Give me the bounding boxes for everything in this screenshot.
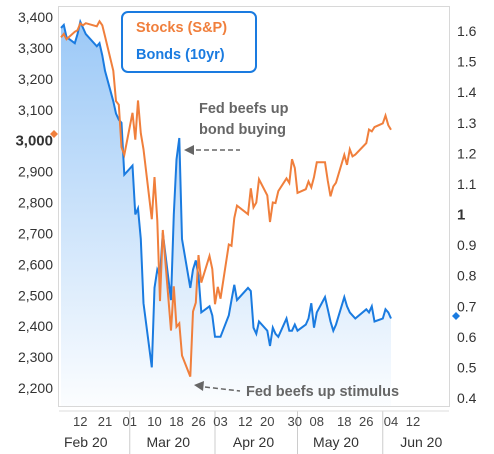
right-axis-tick: 1.4 <box>457 84 477 100</box>
x-axis-tick: 12 <box>238 414 252 429</box>
bonds-series-line <box>60 18 392 368</box>
left-axis-tick: 2,400 <box>18 318 53 334</box>
right-axis-tick: 1 <box>457 207 465 224</box>
plot-frame <box>58 6 450 407</box>
right-axis-tick: 0.6 <box>457 329 477 345</box>
x-axis: 12 21 01 10 18 26 03 12 20 30 08 18 26 04 12 <box>73 414 420 429</box>
annotation-bond-buying-line1: Fed beefs up <box>199 101 289 117</box>
left-axis-tick: 2,900 <box>18 164 53 180</box>
right-axis-tick: 1.2 <box>457 145 477 161</box>
left-axis-tick: 3,000 <box>15 133 53 150</box>
left-axis-tick: 3,200 <box>18 71 53 87</box>
arrow-left-icon <box>184 145 194 155</box>
right-axis-tick: 0.8 <box>457 268 477 284</box>
left-axis: 3,400 3,300 3,200 3,100 3,000 2,900 2,800 2,700… <box>15 9 53 396</box>
gridlines <box>59 410 449 454</box>
x-axis-month-label: Feb 20 <box>64 434 108 450</box>
left-axis-tick: 2,300 <box>18 349 53 365</box>
annotation-bond-buying: Fed beefs up bond buying <box>184 101 289 155</box>
legend: Stocks (S&P) Bonds (10yr) <box>121 11 257 73</box>
left-axis-tick: 3,400 <box>18 9 53 25</box>
left-axis-tick: 3,100 <box>18 102 53 118</box>
x-axis-tick: 04 <box>384 414 398 429</box>
right-axis-tick: 0.5 <box>457 359 477 375</box>
legend-stocks-label: Stocks (S&P) <box>136 20 227 36</box>
annotation-stimulus-leader <box>204 386 241 392</box>
x-axis-tick: 12 <box>73 414 87 429</box>
annotation-stimulus-text: Fed beefs up stimulus <box>246 384 399 400</box>
left-axis-tick: 2,800 <box>18 195 53 211</box>
right-axis-tick: 1.5 <box>457 54 477 70</box>
annotation-bond-buying-line2: bond buying <box>199 122 286 138</box>
x-axis-tick: 26 <box>191 414 205 429</box>
right-axis-tick: 1.6 <box>457 23 477 39</box>
right-axis-tick: 0.4 <box>457 390 477 406</box>
legend-box <box>121 11 257 73</box>
x-axis-tick: 18 <box>337 414 351 429</box>
x-axis-tick: 12 <box>406 414 420 429</box>
x-axis-month-label: Mar 20 <box>146 434 190 450</box>
x-axis-tick: 10 <box>147 414 161 429</box>
annotation-stimulus: Fed beefs up stimulus <box>194 381 399 400</box>
x-axis-month-label: Apr 20 <box>233 434 274 450</box>
right-axis-marker-icon <box>452 312 460 320</box>
right-axis-tick: 1.3 <box>457 115 477 131</box>
left-axis-marker-icon <box>50 130 58 138</box>
x-axis-tick: 08 <box>310 414 324 429</box>
stocks-series-line <box>60 19 392 377</box>
right-axis-tick: 0.7 <box>457 298 477 314</box>
x-axis-tick: 30 <box>288 414 302 429</box>
right-axis-tick: 0.9 <box>457 237 477 253</box>
x-axis-tick: 20 <box>260 414 274 429</box>
x-axis-months: Feb 20 Mar 20 Apr 20 May 20 Jun 20 <box>64 434 443 450</box>
x-axis-tick: 26 <box>359 414 373 429</box>
left-axis-tick: 2,700 <box>18 225 53 241</box>
x-axis-tick: 01 <box>123 414 137 429</box>
left-axis-tick: 2,600 <box>18 256 53 272</box>
x-axis-tick: 21 <box>98 414 112 429</box>
left-axis-tick: 2,200 <box>18 380 53 396</box>
left-axis-tick: 2,500 <box>18 287 53 303</box>
x-axis-tick: 03 <box>213 414 227 429</box>
arrow-left-icon <box>194 381 204 391</box>
legend-bonds-label: Bonds (10yr) <box>136 47 225 63</box>
right-axis-tick: 1.1 <box>457 176 477 192</box>
left-axis-tick: 3,300 <box>18 40 53 56</box>
right-axis: 1.6 1.5 1.4 1.3 1.2 1.1 1 0.9 0.8 0.7 0.6 0.5 0.4 <box>457 23 477 406</box>
x-axis-month-label: Jun 20 <box>400 434 442 450</box>
x-axis-tick: 18 <box>169 414 183 429</box>
x-axis-month-label: May 20 <box>313 434 359 450</box>
